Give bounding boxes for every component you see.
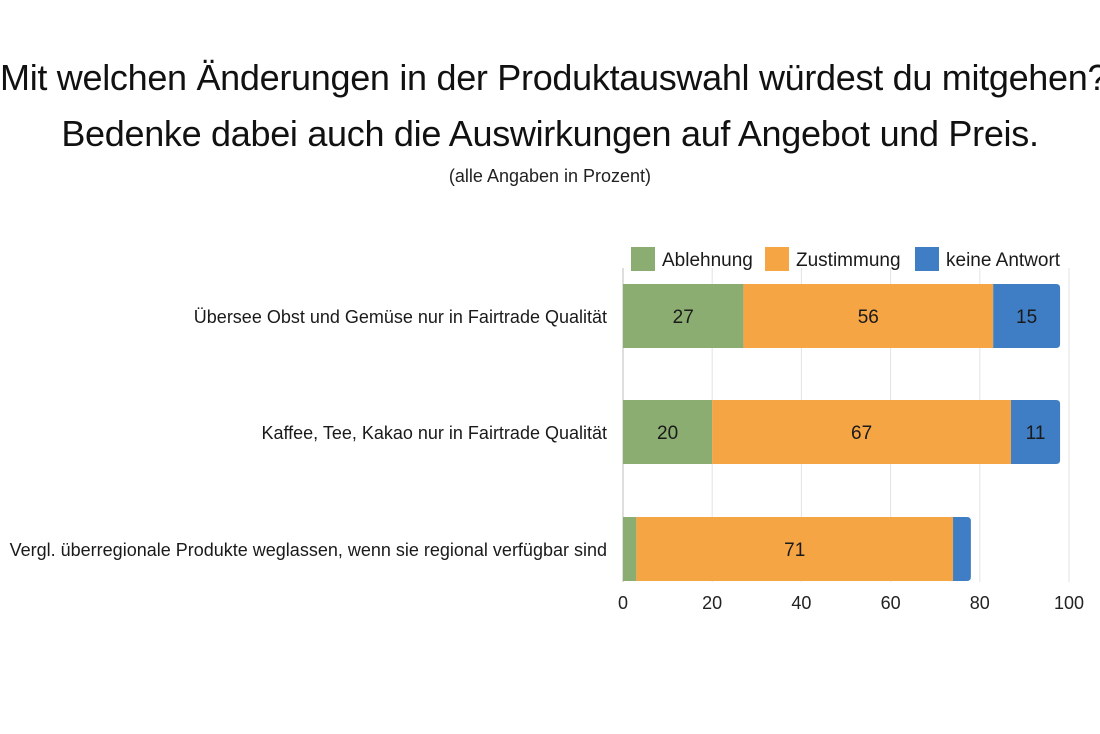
bar-segment [953,517,971,581]
category-labels: Übersee Obst und Gemüse nur in Fairtrade… [10,307,607,560]
category-label: Vergl. überregionale Produkte weglassen,… [10,540,607,560]
chart-title-line-2: Bedenke dabei auch die Auswirkungen auf … [61,113,1039,154]
bar-data-label: 67 [851,423,872,444]
legend: Ablehnung Zustimmung keine Antwort [631,247,1061,271]
chart-subtitle: (alle Angaben in Prozent) [448,166,652,186]
legend-label: Zustimmung [796,250,901,271]
x-tick-label: 80 [970,593,990,613]
category-label: Übersee Obst und Gemüse nur in Fairtrade… [194,307,607,327]
bar-segment [636,517,954,581]
bar-segment [623,400,713,464]
x-tick-label: 60 [881,593,901,613]
bar-data-label: 11 [1026,423,1046,444]
x-tick-label: 100 [1054,593,1084,613]
bar-data-label: 71 [784,540,805,561]
bar-data-label: 15 [1016,307,1037,328]
bar-segment [993,284,1061,348]
bar-data-label: 20 [657,423,678,444]
x-tick-label: 40 [791,593,811,613]
legend-swatch [765,247,789,271]
legend-swatch [631,247,655,271]
legend-swatch [915,247,939,271]
bars: 27 56 15 20 67 11 71 [623,284,1061,581]
bar-data-label: 27 [673,307,694,328]
bar-segment [1011,400,1061,464]
x-axis-ticks: 0 20 40 60 80 100 [618,593,1084,613]
bar-data-label: 56 [858,307,879,328]
legend-label: Ablehnung [662,250,753,271]
category-label: Kaffee, Tee, Kakao nur in Fairtrade Qual… [261,423,607,443]
bar-segment [623,284,744,348]
bar-segment [743,284,994,348]
bar-segment [712,400,1012,464]
bar-segment [623,517,637,581]
x-tick-label: 0 [618,593,628,613]
chart-title: Mit welchen Änderungen in der Produktaus… [0,50,1100,162]
legend-label: keine Antwort [946,250,1061,271]
chart-title-line-1: Mit welchen Änderungen in der Produktaus… [0,57,1100,98]
x-tick-label: 20 [702,593,722,613]
